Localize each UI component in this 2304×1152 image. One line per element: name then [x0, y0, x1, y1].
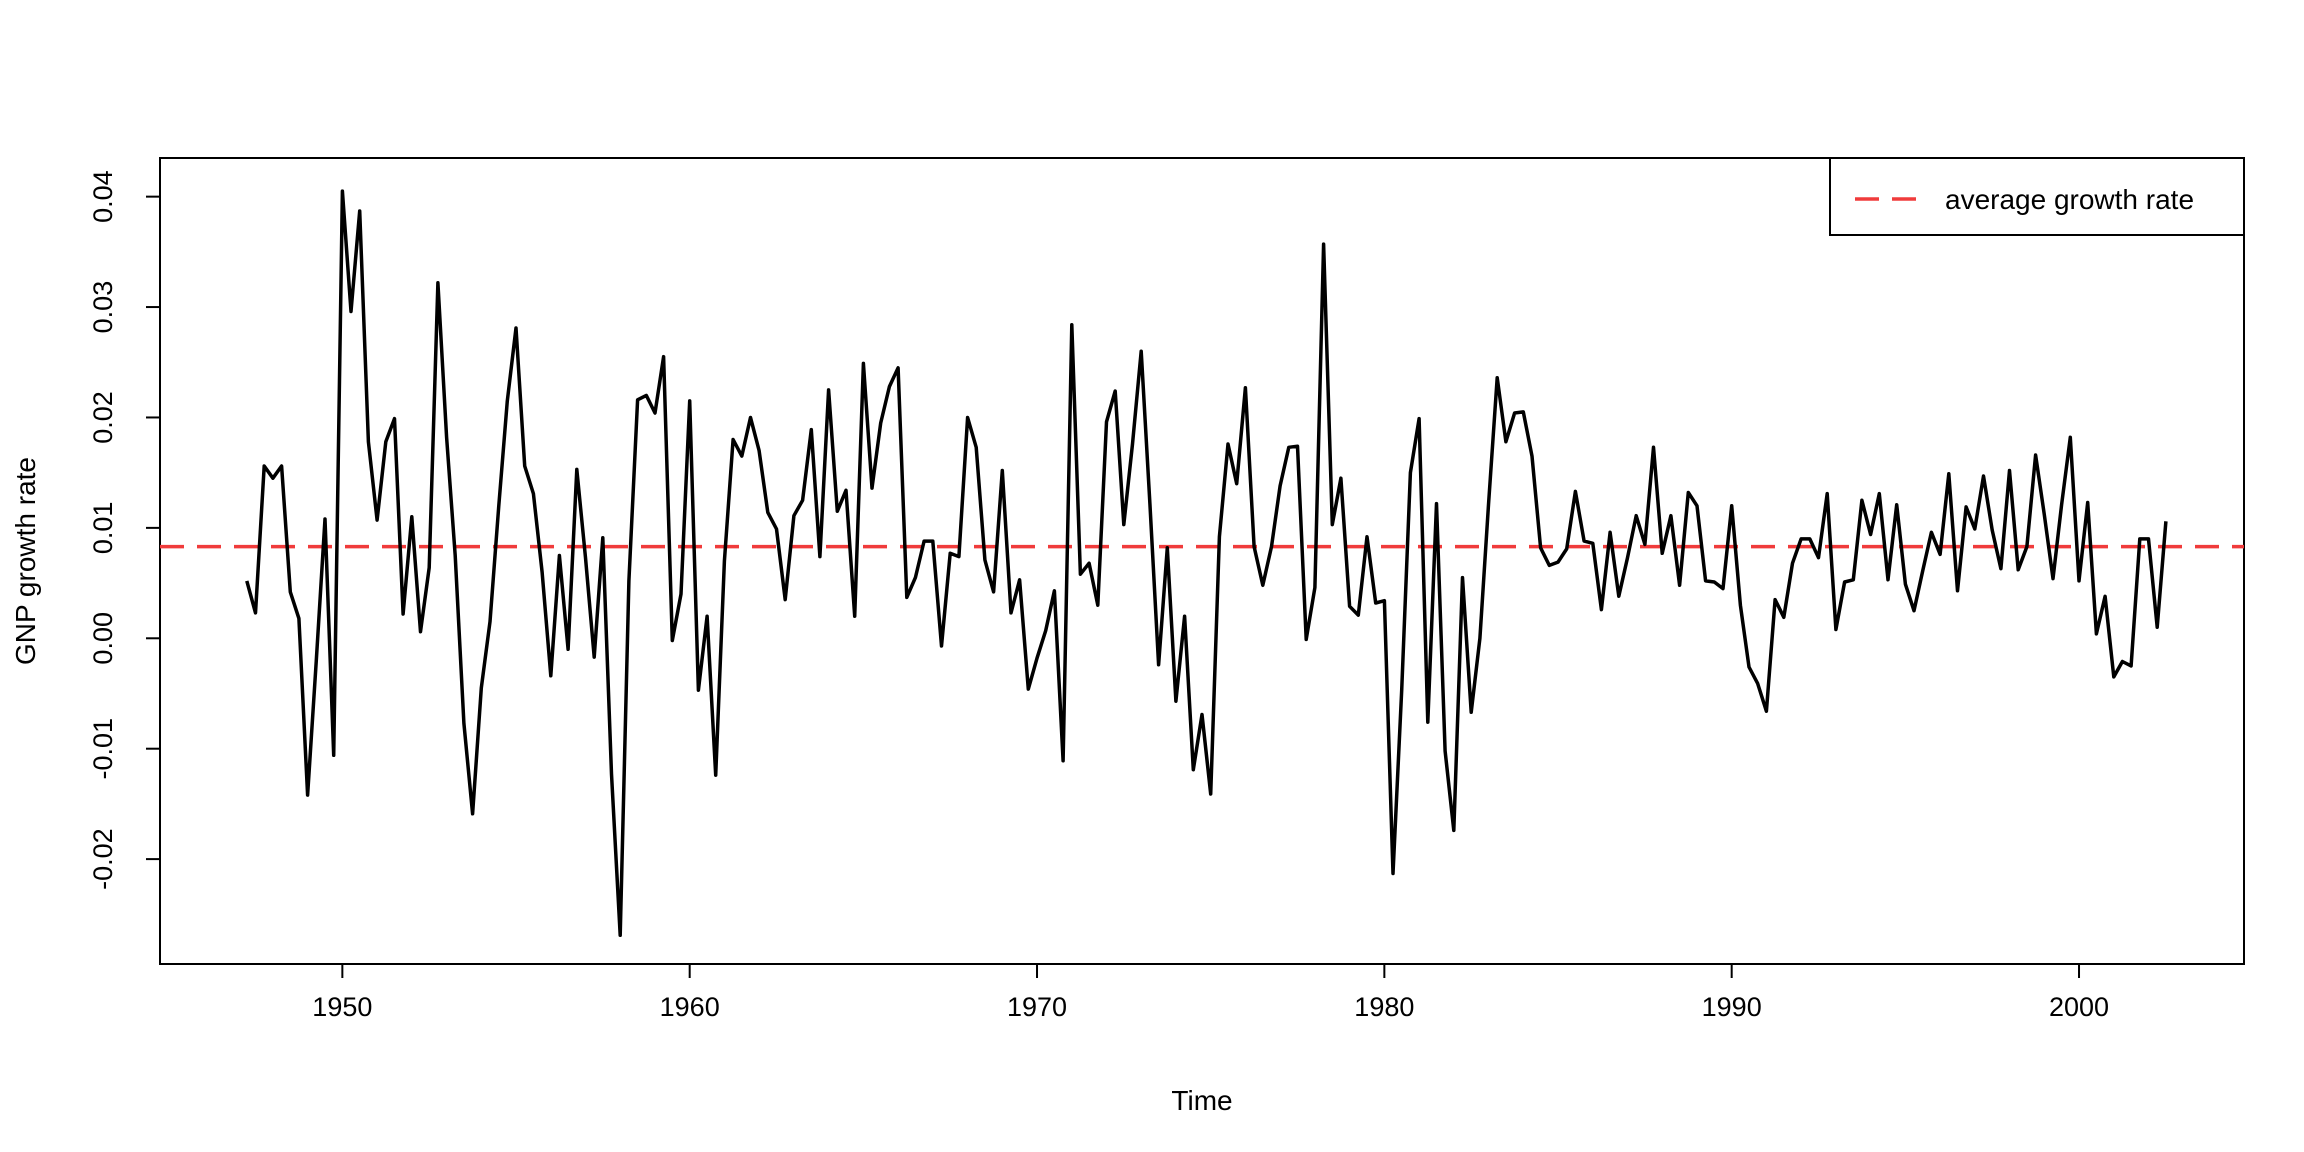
x-tick-label-1950: 1950: [312, 992, 372, 1022]
y-axis: -0.02 -0.01 0.00 0.01 0.02 0.03 0.04: [88, 170, 160, 890]
x-tick-label-1990: 1990: [1702, 992, 1762, 1022]
x-tick-label-2000: 2000: [2049, 992, 2109, 1022]
plot-frame: [159, 157, 2245, 965]
x-axis-title: Time: [1171, 1085, 1232, 1116]
x-tick-label-1970: 1970: [1007, 992, 1067, 1022]
x-tick-label-1980: 1980: [1354, 992, 1414, 1022]
legend-entry-average-growth-rate: average growth rate: [1945, 184, 2194, 215]
y-axis-title: GNP growth rate: [10, 457, 41, 665]
y-tick-label-0.04: 0.04: [88, 170, 118, 223]
x-axis: 1950 1960 1970 1980 1990 2000: [312, 964, 2109, 1022]
y-tick-label--0.01: -0.01: [88, 718, 118, 780]
y-tick-label-0.02: 0.02: [88, 391, 118, 444]
y-tick-label-0.01: 0.01: [88, 502, 118, 555]
legend: average growth rate: [1829, 157, 2245, 236]
y-tick-label-0.00: 0.00: [88, 612, 118, 665]
legend-box: [1829, 157, 2245, 236]
y-tick-label-0.03: 0.03: [88, 281, 118, 334]
x-tick-label-1960: 1960: [660, 992, 720, 1022]
y-tick-label--0.02: -0.02: [88, 828, 118, 890]
gnp-growth-series-line: [245, 189, 2168, 938]
